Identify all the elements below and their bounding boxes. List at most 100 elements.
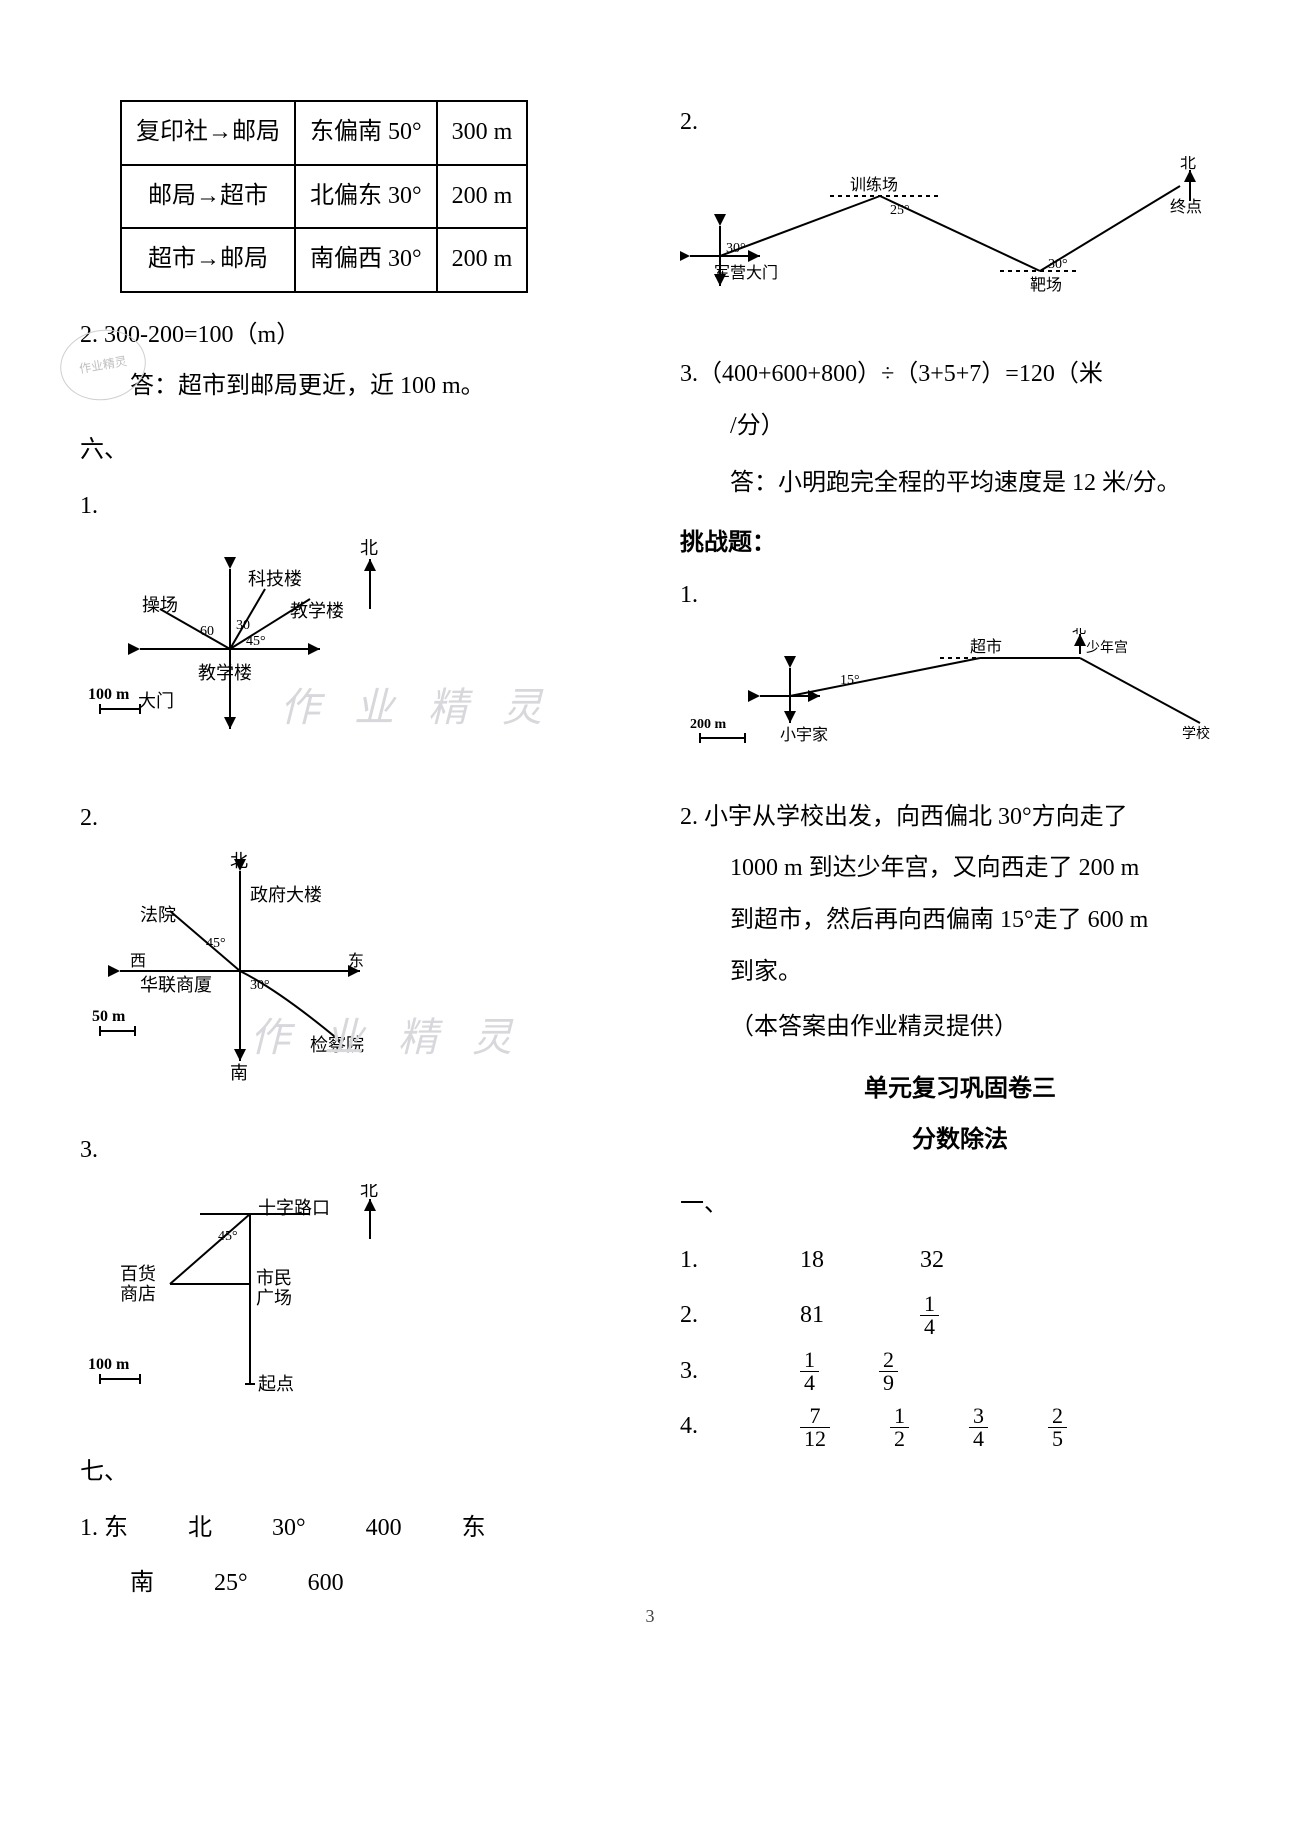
svg-text:法院: 法院	[140, 905, 176, 925]
left-column: 作业精灵 复印社→邮局 东偏南 50° 300 m 邮局→超市 北偏东 30° …	[80, 100, 640, 1617]
ans1: 1. 18 32	[680, 1238, 1240, 1284]
q3b: /分）	[680, 404, 1240, 450]
q3: 3.（400+600+800）÷（3+5+7）=120（米	[680, 352, 1240, 398]
svg-text:30°: 30°	[250, 978, 270, 993]
den: 4	[920, 1316, 939, 1338]
c2c: 到超市，然后再向西偏南 15°走了 600 m	[680, 898, 1240, 944]
svg-text:100 m: 100 m	[88, 686, 130, 703]
w: 北	[188, 1506, 212, 1552]
svg-text:华联商厦: 华联商厦	[140, 975, 212, 995]
svg-text:30°: 30°	[1048, 257, 1068, 272]
w: 25°	[214, 1561, 248, 1607]
challenge-title: 挑战题：	[680, 521, 1240, 567]
q2-answer: 答：超市到邮局更近，近 100 m。	[80, 364, 640, 410]
c2: 2. 小宇从学校出发，向西偏北 30°方向走了	[680, 795, 1240, 841]
c2d: 到家。	[680, 950, 1240, 996]
section-6: 六、	[80, 428, 640, 474]
north-label: 北	[360, 539, 378, 558]
svg-text:大门: 大门	[138, 691, 174, 711]
svg-text:商店: 商店	[120, 1284, 156, 1304]
item-2: 2.	[80, 796, 640, 842]
v: 18	[800, 1238, 860, 1284]
svg-text:百货: 百货	[120, 1264, 156, 1284]
svg-text:南: 南	[230, 1063, 248, 1083]
w: 400	[366, 1506, 402, 1552]
right-column: 2. 北 终点	[680, 100, 1240, 1617]
svg-text:45°: 45°	[246, 634, 266, 649]
page-number: 3	[646, 1599, 655, 1633]
route-table: 复印社→邮局 东偏南 50° 300 m 邮局→超市 北偏东 30° 200 m…	[120, 100, 528, 293]
table-row: 复印社→邮局 东偏南 50° 300 m	[121, 101, 527, 165]
diagram-6-2: 北 政府大楼 法院 西 东 华联商厦 检察院 南 45° 30° 50 m	[80, 851, 640, 1108]
svg-text:训练场: 训练场	[850, 176, 898, 194]
section-1: 一、	[680, 1182, 1240, 1228]
cell: 复印社→邮局	[121, 101, 295, 165]
svg-text:北: 北	[1180, 156, 1196, 172]
svg-text:市民: 市民	[256, 1268, 292, 1288]
cell: 300 m	[437, 101, 528, 165]
svg-text:政府大楼: 政府大楼	[250, 885, 322, 905]
cell: 邮局→超市	[121, 165, 295, 229]
svg-text:少年宫: 少年宫	[1086, 640, 1128, 656]
svg-text:学校: 学校	[1182, 725, 1210, 742]
svg-text:军营大门: 军营大门	[714, 264, 778, 282]
svg-text:45°: 45°	[218, 1229, 238, 1244]
unit-sub: 分数除法	[680, 1118, 1240, 1164]
table-row: 邮局→超市 北偏东 30° 200 m	[121, 165, 527, 229]
item-3: 3.	[80, 1128, 640, 1174]
w: 1. 东	[80, 1506, 128, 1552]
svg-text:小宇家: 小宇家	[780, 726, 828, 744]
svg-text:北: 北	[1072, 628, 1086, 637]
fraction: 1 4	[800, 1349, 819, 1394]
svg-text:东: 东	[348, 952, 364, 970]
svg-text:科技楼: 科技楼	[248, 569, 302, 589]
svg-text:十字路口: 十字路口	[258, 1198, 330, 1218]
svg-text:100 m: 100 m	[88, 1356, 130, 1373]
svg-text:广场: 广场	[256, 1288, 292, 1308]
cell: 超市→邮局	[121, 228, 295, 292]
fraction: 2 9	[879, 1349, 898, 1394]
label: 3.	[680, 1349, 740, 1395]
svg-text:教学楼: 教学楼	[198, 663, 252, 683]
label: 1.	[680, 1238, 740, 1284]
w: 30°	[272, 1506, 306, 1552]
q2-calc: 2. 300-200=100（m）	[80, 313, 640, 359]
svg-text:超市: 超市	[970, 638, 1002, 656]
credit: （本答案由作业精灵提供）	[680, 1005, 1240, 1051]
svg-text:北: 北	[230, 851, 248, 871]
svg-text:45°: 45°	[206, 936, 226, 951]
svg-text:西: 西	[130, 953, 146, 970]
ans3: 3. 1 4 2 9	[680, 1349, 1240, 1395]
svg-text:靶场: 靶场	[1030, 276, 1062, 294]
q7-row2: 南 25° 600	[80, 1561, 640, 1607]
section-7: 七、	[80, 1450, 640, 1496]
ans4: 4. 7 12 1 2 3 4 2 5	[680, 1404, 1240, 1450]
cell: 南偏西 30°	[295, 228, 437, 292]
q3-ans: 答：小明跑完全程的平均速度是 12 米/分。	[680, 461, 1240, 507]
table-row: 超市→邮局 南偏西 30° 200 m	[121, 228, 527, 292]
fraction: 2 5	[1048, 1405, 1067, 1450]
cell: 200 m	[437, 165, 528, 229]
svg-text:终点: 终点	[1170, 198, 1202, 216]
w: 南	[130, 1561, 154, 1607]
diagram-r2: 北 终点 训练场 25° 30° 军营大门 30° 靶场	[680, 156, 1240, 333]
cell: 北偏东 30°	[295, 165, 437, 229]
svg-text:检察院: 检察院	[310, 1035, 364, 1055]
stamp-text: 作业精灵	[77, 350, 128, 381]
fraction: 1 2	[890, 1405, 909, 1450]
svg-text:15°: 15°	[840, 673, 860, 688]
unit-title: 单元复习巩固卷三	[680, 1067, 1240, 1113]
w: 东	[462, 1506, 486, 1552]
fraction: 7 12	[800, 1405, 830, 1450]
fraction: 3 4	[969, 1405, 988, 1450]
label: 2.	[680, 1293, 740, 1339]
fraction: 1 4	[920, 1293, 939, 1338]
svg-text:30°: 30°	[726, 241, 746, 256]
item-1: 1.	[80, 484, 640, 530]
cell: 200 m	[437, 228, 528, 292]
svg-text:30: 30	[236, 618, 250, 633]
ans2: 2. 81 1 4	[680, 1293, 1240, 1339]
w: 600	[308, 1561, 344, 1607]
svg-text:操场: 操场	[142, 595, 178, 615]
v: 81	[800, 1293, 860, 1339]
